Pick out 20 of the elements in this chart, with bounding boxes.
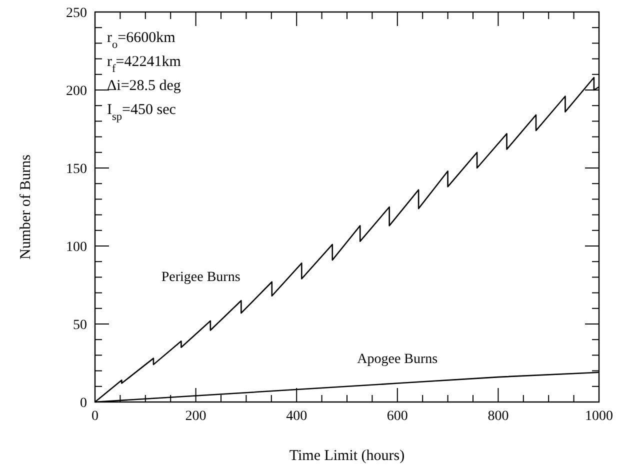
y-tick-label: 150 xyxy=(66,162,87,177)
x-tick-label: 800 xyxy=(488,409,509,424)
y-axis-title: Number of Burns xyxy=(18,154,34,260)
x-tick-label: 1000 xyxy=(585,409,613,424)
x-axis-title: Time Limit (hours) xyxy=(289,448,405,464)
x-tick-label: 400 xyxy=(286,409,308,424)
y-tick-label: 0 xyxy=(80,396,87,411)
x-tick-label: 200 xyxy=(185,409,206,424)
y-tick-label: 100 xyxy=(66,240,87,255)
annotation: Δi=28.5 deg xyxy=(107,78,182,94)
y-tick-label: 50 xyxy=(73,318,87,333)
annotation: r$_{f}$=42241km xyxy=(107,54,182,75)
series-label: Perigee Burns xyxy=(161,270,240,286)
y-tick-label: 250 xyxy=(66,6,87,21)
annotation: r$_{o}$=6600km xyxy=(107,30,176,51)
x-tick-label: 600 xyxy=(386,409,408,424)
y-tick-label: 200 xyxy=(66,84,87,99)
annotation: I$_{sp}$=450 sec xyxy=(107,102,176,123)
x-tick-label: 0 xyxy=(92,409,98,424)
series-label: Apogee Burns xyxy=(357,352,438,367)
